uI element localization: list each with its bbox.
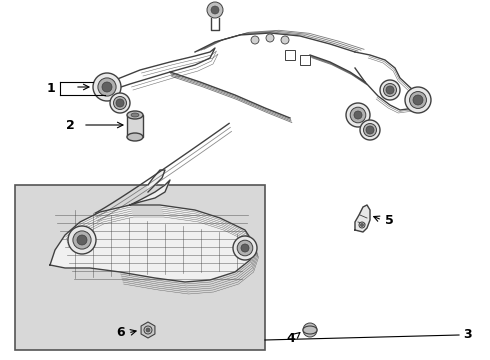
Circle shape — [413, 95, 423, 105]
Polygon shape — [355, 205, 370, 232]
Text: 6: 6 — [117, 327, 125, 339]
Circle shape — [346, 103, 370, 127]
Circle shape — [241, 244, 249, 252]
Circle shape — [350, 107, 366, 123]
Circle shape — [410, 91, 426, 108]
Circle shape — [359, 222, 365, 228]
Circle shape — [207, 2, 223, 18]
Circle shape — [307, 327, 314, 333]
Polygon shape — [148, 170, 165, 192]
Polygon shape — [130, 180, 170, 205]
Circle shape — [364, 123, 376, 136]
Ellipse shape — [303, 326, 317, 334]
Circle shape — [303, 323, 317, 337]
Polygon shape — [50, 205, 255, 282]
Circle shape — [354, 111, 362, 119]
Circle shape — [366, 126, 374, 134]
Circle shape — [360, 120, 380, 140]
Circle shape — [237, 240, 253, 256]
Circle shape — [73, 231, 91, 249]
Circle shape — [98, 78, 116, 96]
Circle shape — [114, 96, 126, 109]
Text: 3: 3 — [463, 328, 471, 342]
Circle shape — [102, 82, 112, 92]
Circle shape — [116, 99, 124, 107]
Bar — [15, 185, 265, 350]
Ellipse shape — [127, 133, 143, 141]
Circle shape — [384, 84, 396, 96]
Bar — [285, 50, 295, 60]
Text: 5: 5 — [385, 213, 394, 226]
Circle shape — [77, 235, 87, 245]
Circle shape — [211, 6, 219, 14]
Circle shape — [68, 226, 96, 254]
Circle shape — [93, 73, 121, 101]
Text: 1: 1 — [46, 81, 55, 95]
Circle shape — [281, 36, 289, 44]
Circle shape — [361, 224, 364, 226]
Circle shape — [110, 93, 130, 113]
Bar — [300, 55, 310, 65]
Circle shape — [144, 326, 152, 334]
Circle shape — [233, 236, 257, 260]
Ellipse shape — [131, 113, 139, 117]
Circle shape — [251, 36, 259, 44]
Ellipse shape — [127, 111, 143, 119]
Polygon shape — [141, 322, 155, 338]
Text: 4: 4 — [286, 332, 295, 345]
Circle shape — [405, 87, 431, 113]
Circle shape — [380, 80, 400, 100]
Circle shape — [146, 328, 150, 332]
Bar — [127, 115, 143, 137]
Circle shape — [266, 34, 274, 42]
Circle shape — [386, 86, 394, 94]
Text: 2: 2 — [66, 118, 75, 131]
